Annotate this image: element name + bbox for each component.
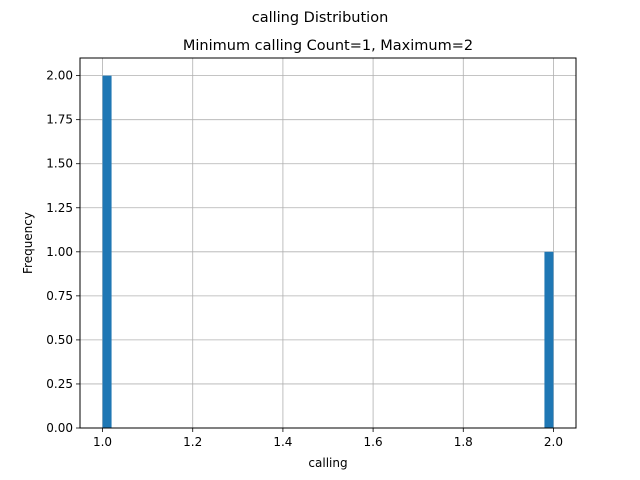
- y-tick-label: 0.25: [46, 377, 73, 391]
- x-tick-label: 1.0: [93, 435, 112, 449]
- y-tick-label: 0.00: [46, 421, 73, 435]
- x-tick-label: 1.4: [273, 435, 292, 449]
- chart-suptitle: calling Distribution: [252, 10, 389, 26]
- y-axis-label: Frequency: [21, 212, 35, 274]
- x-tick-label: 2.0: [544, 435, 563, 449]
- y-tick-label: 1.00: [46, 245, 73, 259]
- chart-title: Minimum calling Count=1, Maximum=2: [183, 38, 473, 54]
- y-axis-ticks: 0.00 0.25 0.50 0.75 1.00 1.25 1.50 1.75 2.00: [46, 69, 80, 435]
- y-tick-label: 2.00: [46, 69, 73, 83]
- histogram-bar: [102, 75, 112, 428]
- bars: [102, 75, 554, 428]
- x-tick-label: 1.6: [364, 435, 383, 449]
- x-axis-label: calling: [308, 456, 347, 470]
- plot-area-frame: [79, 57, 577, 429]
- y-tick-label: 0.75: [46, 289, 73, 303]
- y-tick-label: 0.50: [46, 333, 73, 347]
- x-tick-label: 1.8: [454, 435, 473, 449]
- histogram-bar: [544, 251, 554, 428]
- grid-lines: [80, 58, 576, 429]
- x-tick-label: 1.2: [183, 435, 202, 449]
- y-tick-label: 1.25: [46, 201, 73, 215]
- y-tick-label: 1.75: [46, 113, 73, 127]
- y-tick-label: 1.50: [46, 157, 73, 171]
- x-axis-ticks: 1.0 1.2 1.4 1.6 1.8 2.0: [93, 428, 563, 449]
